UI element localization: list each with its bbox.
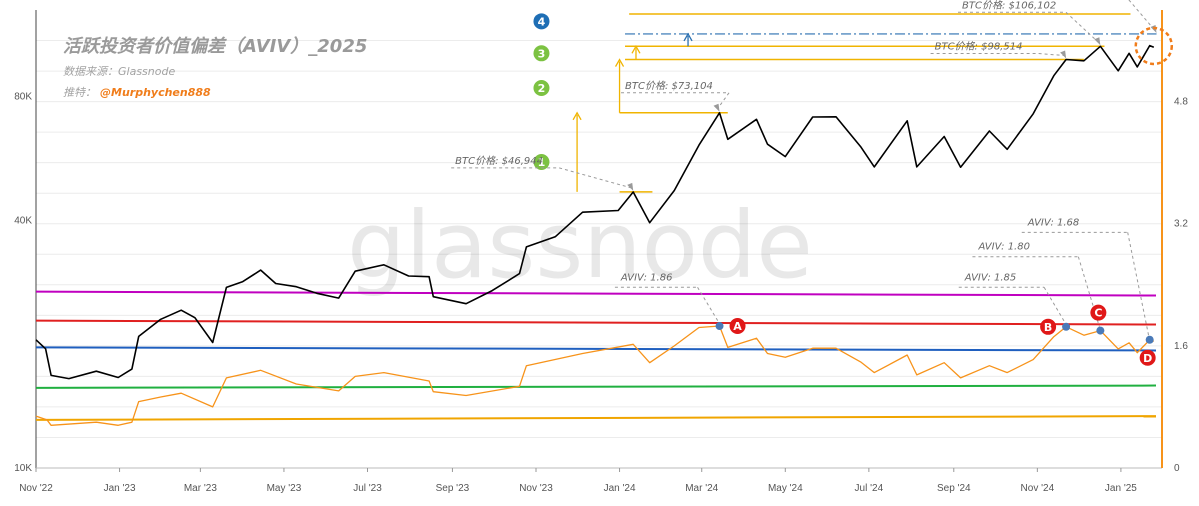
x-tick-label: Jan '24: [604, 483, 636, 494]
price-label: BTC价格: $73,104: [625, 80, 713, 92]
x-tick-label: Jul '24: [855, 483, 884, 494]
aviv-marker: [1145, 335, 1154, 344]
data-source: 数据来源：Glassnode: [63, 65, 175, 78]
step-arrow-3-head: [631, 44, 641, 54]
x-tick-label: Sep '24: [937, 483, 971, 494]
btc-price-line: [35, 44, 1155, 380]
step-badge-1: [533, 153, 550, 170]
step-badge-label: 4: [538, 15, 546, 28]
step-badge-4: [533, 13, 550, 30]
price-label-leader: [1065, 11, 1099, 43]
aviv-band-line: [35, 346, 1157, 352]
price-label-arrowhead: [627, 182, 634, 191]
x-tick-label: May '24: [768, 483, 803, 494]
y-right-tick-label: 4.8: [1174, 97, 1188, 108]
price-label-leader: [717, 92, 730, 110]
price-label-arrowhead: [1060, 50, 1067, 59]
twitter-label: 推特：: [63, 86, 96, 99]
step-badge-label: 1: [538, 156, 546, 169]
step-arrow-2-head: [614, 58, 625, 67]
aviv-badge-A: [729, 318, 746, 335]
chart-title: 活跃投资者价值偏差（AVIV）_2025: [63, 36, 367, 57]
aviv-marker: [1096, 326, 1105, 335]
step-badge-label: 2: [538, 82, 546, 95]
aviv-badge-label: A: [733, 320, 742, 333]
y-right-tick-label: 0: [1174, 463, 1180, 474]
projection-highlight-circle: [1134, 26, 1174, 66]
price-label-leader: [559, 167, 632, 189]
price-levels: 1 2 3 4: [533, 13, 1157, 193]
watermark: glassnode: [347, 192, 813, 299]
x-tick-label: Sep '23: [436, 483, 470, 494]
aviv-label-leader: [697, 287, 719, 323]
x-tick-label: Mar '23: [184, 483, 217, 494]
price-label: BTC价格: $98,514: [935, 41, 1023, 53]
step-badge-2: [533, 79, 550, 96]
y-right-tick-label: 3.2: [1174, 219, 1188, 230]
x-tick-label: Mar '24: [685, 483, 718, 494]
y-left-tick-label: 10K: [14, 463, 32, 474]
aviv-label: AVIV: 1.85: [964, 272, 1017, 283]
aviv-badge-label: B: [1044, 321, 1052, 334]
price-label-arrowhead: [1094, 37, 1101, 46]
price-label: BTC价格: $46,944: [455, 155, 543, 167]
price-label-leader: [1128, 0, 1155, 31]
aviv-band-line: [35, 290, 1157, 297]
x-tick-label: Nov '22: [19, 483, 53, 494]
x-tick-label: Jan '25: [1105, 483, 1137, 494]
axes: Nov '22 Jan '23 Mar '23 May '23 Jul '23 Sep '…: [14, 10, 1188, 494]
price-label-arrowhead: [713, 103, 720, 112]
aviv-label-leader: [1127, 232, 1150, 336]
aviv-badge-D: [1139, 349, 1156, 366]
aviv-badge-label: D: [1143, 352, 1152, 365]
series: [35, 44, 1155, 426]
aviv-marker: [1062, 322, 1071, 331]
x-tick-label: May '23: [267, 483, 302, 494]
step-badge-label: 3: [538, 47, 546, 60]
x-tick-label: Nov '24: [1021, 483, 1055, 494]
twitter-handle: @Murphychen888: [100, 86, 211, 99]
y-left-tick-label: 40K: [14, 215, 32, 226]
y-left-tick-label: 80K: [14, 92, 32, 103]
step-arrow-4-head: [683, 32, 693, 42]
step-arrow-1-head: [572, 111, 582, 121]
aviv-label: AVIV: 1.86: [620, 272, 673, 283]
aviv-band-line: [35, 415, 1157, 421]
aviv-marker: [715, 322, 724, 331]
x-tick-label: Jul '23: [353, 483, 382, 494]
aviv-badge-C: [1090, 304, 1107, 321]
aviv-band-line: [35, 319, 1157, 326]
aviv-badge-label: C: [1094, 307, 1102, 320]
aviv-label-leader: [1043, 287, 1066, 324]
x-tick-label: Jan '23: [104, 483, 136, 494]
aviv-label: AVIV: 1.80: [977, 242, 1030, 253]
aviv-badge-B: [1040, 318, 1057, 335]
aviv-label: AVIV: 1.68: [1027, 217, 1080, 228]
step-badge-3: [533, 45, 550, 62]
aviv-bands: [35, 290, 1157, 421]
price-label: BTC价格: $106,102: [962, 0, 1056, 11]
aviv-line: [35, 325, 1155, 426]
price-label-leader: [1038, 53, 1065, 57]
x-tick-label: Nov '23: [519, 483, 553, 494]
grid: [36, 40, 1162, 438]
aviv-band-line: [35, 384, 1157, 389]
y-right-tick-label: 1.6: [1174, 341, 1188, 352]
annotations: BTC价格: $46,944 BTC价格: $73,104 BTC价格: $98,5…: [451, 0, 1174, 366]
